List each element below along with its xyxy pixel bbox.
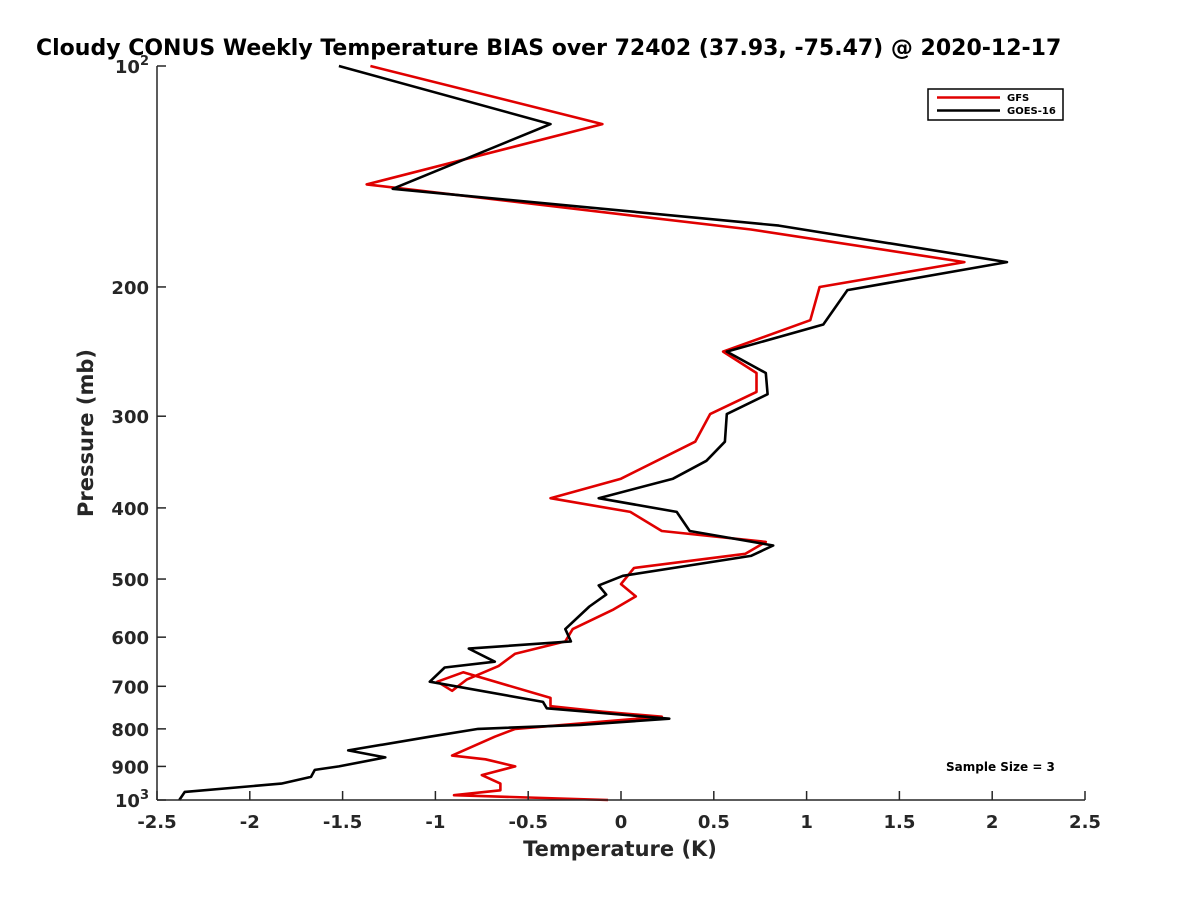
x-tick-label: 0.5 (698, 812, 730, 833)
y-tick-label: 900 (111, 757, 149, 778)
y-tick-label: 600 (111, 628, 149, 649)
legend: GFS GOES-16 (927, 88, 1064, 121)
series-line-goes16 (178, 64, 1009, 801)
x-tick-label: 2.5 (1069, 812, 1101, 833)
plot-area (178, 64, 1009, 802)
y-tick-label: 400 (111, 499, 149, 520)
legend-box (927, 88, 1064, 121)
y-tick-label: 102 (115, 54, 149, 78)
x-tick-label: -2.5 (137, 812, 176, 833)
y-axis-label: Pressure (mb) (74, 349, 98, 517)
x-axis-label: Temperature (K) (523, 837, 717, 861)
x-tick-label: 1 (800, 812, 813, 833)
x-tick-label: -0.5 (509, 812, 548, 833)
y-tick-label: 200 (111, 278, 149, 299)
x-tick-label: 1.5 (883, 812, 915, 833)
x-tick-label: -1 (425, 812, 445, 833)
legend-label-gfs: GFS (1007, 93, 1029, 104)
chart-title: Cloudy CONUS Weekly Temperature BIAS ove… (36, 36, 1061, 61)
x-tick-label: 0 (615, 812, 628, 833)
y-tick-label: 700 (111, 677, 149, 698)
y-tick-label: 500 (111, 570, 149, 591)
y-tick-label: 300 (111, 407, 149, 428)
x-tick-label: 2 (986, 812, 999, 833)
series-line-gfs (365, 64, 966, 802)
x-tick-label: -2 (240, 812, 260, 833)
y-axis: 102 200 300 400 500 600 700 800 900 103 (111, 54, 166, 812)
x-axis: -2.5 -2 -1.5 -1 -0.5 0 0.5 1 1.5 2 2.5 (137, 791, 1101, 833)
sample-size-annotation: Sample Size = 3 (946, 760, 1055, 774)
y-tick-label: 103 (115, 788, 149, 812)
legend-label-goes16: GOES-16 (1007, 106, 1056, 117)
x-tick-label: -1.5 (323, 812, 362, 833)
y-tick-label: 800 (111, 720, 149, 741)
